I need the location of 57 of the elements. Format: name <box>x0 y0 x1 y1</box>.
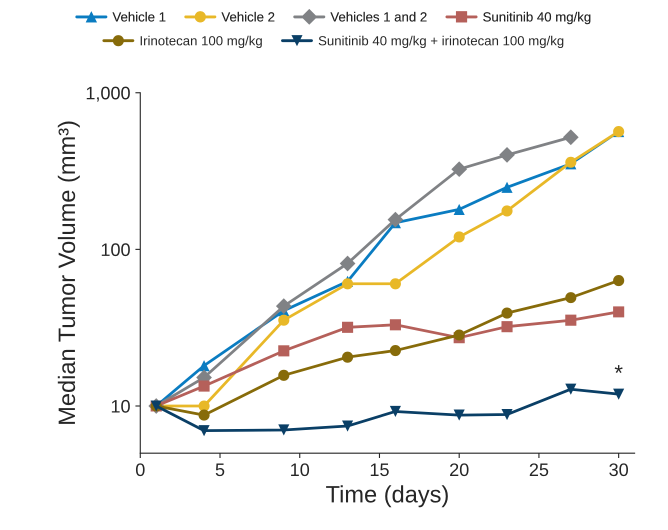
x-tick-label: 10 <box>291 463 310 476</box>
point <box>451 161 468 178</box>
point <box>198 400 210 412</box>
legend-label: Vehicles 1 and 2 <box>330 12 427 22</box>
y-tick-label: 1,000 <box>86 86 130 102</box>
x-tick-label: 20 <box>450 463 469 476</box>
x-tick-label: 25 <box>530 463 548 476</box>
point <box>390 278 401 290</box>
point <box>454 329 465 341</box>
point <box>501 205 513 216</box>
point <box>342 352 354 363</box>
x-tick-label: 30 <box>609 463 628 476</box>
point <box>278 424 290 436</box>
point <box>342 278 354 290</box>
legend-label: Vehicle 1 <box>112 12 166 22</box>
point <box>388 212 404 228</box>
point <box>278 345 290 356</box>
point <box>501 408 513 420</box>
point <box>198 425 210 436</box>
x-tick-label: 5 <box>216 464 224 476</box>
point <box>565 314 576 326</box>
point <box>501 308 513 319</box>
legend-label: Sunitinib 40 mg/kg + irinotecan 100 mg/kg <box>318 36 564 48</box>
y-axis-title: Median Tumor Volume (mm³) <box>58 122 80 424</box>
point <box>501 321 513 332</box>
point <box>198 380 210 392</box>
point <box>390 406 401 418</box>
point <box>342 322 354 333</box>
legend-label: Vehicle 2 <box>221 12 274 22</box>
point <box>342 420 354 432</box>
point <box>340 256 356 272</box>
point <box>390 319 401 330</box>
point <box>613 275 624 286</box>
point <box>565 384 576 395</box>
point <box>454 231 465 243</box>
y-tick-label: 10 <box>112 400 130 413</box>
point <box>198 410 210 421</box>
annotation: * <box>614 365 623 373</box>
point <box>501 182 513 193</box>
point <box>565 292 576 304</box>
legend-label: Irinotecan 100 mg/kg <box>140 36 262 48</box>
x-axis-title: Time (days) <box>326 485 448 508</box>
point <box>278 314 290 326</box>
point <box>454 410 465 421</box>
y-tick-label: 100 <box>102 243 130 256</box>
point <box>454 204 465 215</box>
point <box>613 388 624 400</box>
point <box>276 298 292 314</box>
point <box>613 306 624 318</box>
point <box>499 147 515 163</box>
x-tick-label: 15 <box>370 464 389 476</box>
point <box>562 129 579 146</box>
point <box>278 370 290 381</box>
point <box>198 360 210 372</box>
legend-label: Sunitinib 40 mg/kg <box>483 12 590 24</box>
point <box>390 344 401 356</box>
x-tick-label: 0 <box>136 463 145 476</box>
